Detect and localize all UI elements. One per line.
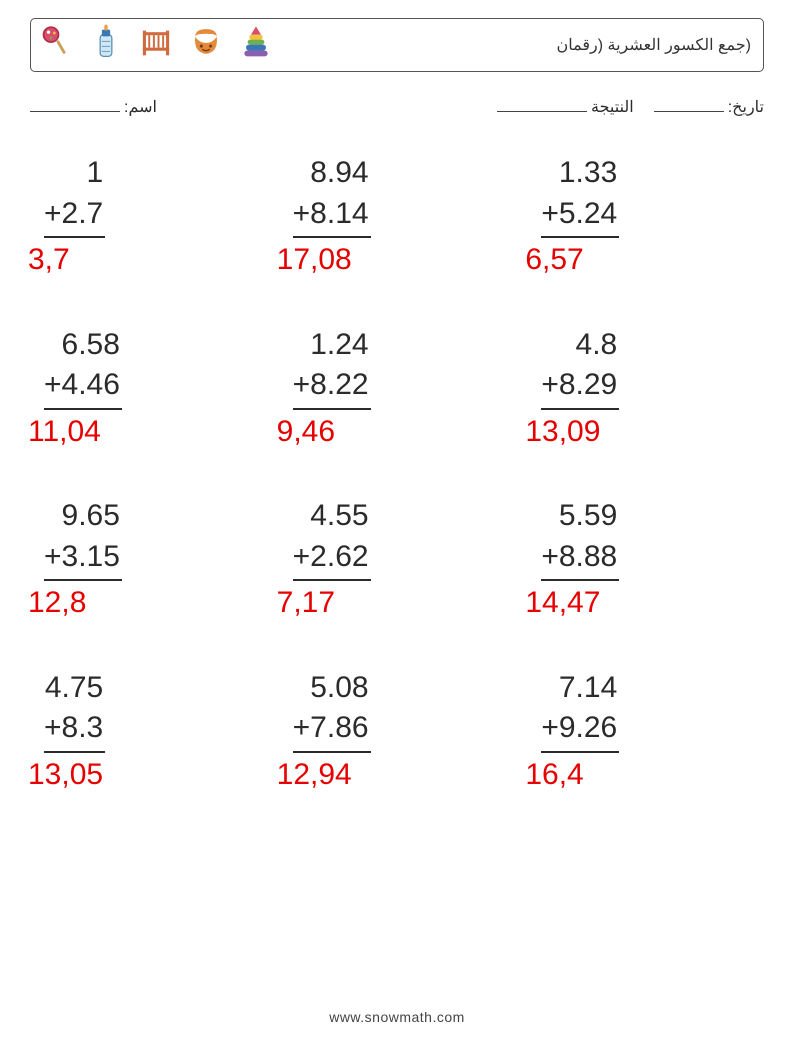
rule-line bbox=[293, 236, 371, 238]
operand-top: 4.55 bbox=[293, 496, 371, 537]
operand-bottom: +7.86 bbox=[293, 708, 371, 749]
problem: 5.08+7.8612,94 bbox=[293, 668, 502, 796]
problem: 9.65+3.1512,8 bbox=[44, 496, 253, 624]
problem: 6.58+4.4611,04 bbox=[44, 325, 253, 453]
operand-top: 4.8 bbox=[541, 325, 619, 366]
problem: 1+2.73,7 bbox=[44, 153, 253, 281]
rule-line bbox=[541, 408, 619, 410]
operand-top: 5.59 bbox=[541, 496, 619, 537]
operand-bottom: +8.3 bbox=[44, 708, 105, 749]
worksheet-title: (جمع الكسور العشرية (رقمان bbox=[557, 35, 752, 55]
rule-line bbox=[541, 579, 619, 581]
operand-top: 4.75 bbox=[44, 668, 105, 709]
answer: 14,47 bbox=[525, 583, 600, 624]
answer: 12,94 bbox=[277, 755, 352, 796]
answer: 6,57 bbox=[525, 240, 583, 281]
score-blank[interactable] bbox=[497, 96, 587, 112]
name-blank[interactable] bbox=[30, 96, 120, 112]
operand-bottom: +5.24 bbox=[541, 194, 619, 235]
answer: 7,17 bbox=[277, 583, 335, 624]
date-blank[interactable] bbox=[654, 96, 724, 112]
rule-line bbox=[44, 751, 105, 753]
problem: 4.55+2.627,17 bbox=[293, 496, 502, 624]
rule-line bbox=[293, 751, 371, 753]
operand-top: 5.08 bbox=[293, 668, 371, 709]
rule-line bbox=[293, 408, 371, 410]
answer: 11,04 bbox=[28, 412, 101, 453]
operand-bottom: +9.26 bbox=[541, 708, 619, 749]
operand-bottom: +8.88 bbox=[541, 537, 619, 578]
footer-url: www.snowmath.com bbox=[0, 1009, 794, 1025]
operand-bottom: +2.7 bbox=[44, 194, 105, 235]
problem: 5.59+8.8814,47 bbox=[541, 496, 750, 624]
problem: 4.75+8.313,05 bbox=[44, 668, 253, 796]
operand-top: 1.24 bbox=[293, 325, 371, 366]
operand-top: 6.58 bbox=[44, 325, 122, 366]
score-label: النتيجة bbox=[591, 97, 634, 117]
score-field: النتيجة bbox=[497, 96, 634, 117]
operand-top: 1 bbox=[44, 153, 105, 194]
operand-bottom: +2.62 bbox=[293, 537, 371, 578]
rule-line bbox=[541, 236, 619, 238]
answer: 17,08 bbox=[277, 240, 352, 281]
page: (جمع الكسور العشرية (رقمان تاريخ: النتيج… bbox=[0, 0, 794, 1053]
problems-grid: 1+2.73,7 8.94+8.1417,08 1.33+5.246,57 6.… bbox=[30, 153, 764, 795]
header: (جمع الكسور العشرية (رقمان bbox=[30, 18, 764, 72]
problem: 7.14+9.2616,4 bbox=[541, 668, 750, 796]
stacking-rings-icon bbox=[239, 23, 273, 68]
rule-line bbox=[44, 236, 105, 238]
problem: 1.33+5.246,57 bbox=[541, 153, 750, 281]
operand-top: 9.65 bbox=[44, 496, 122, 537]
operand-bottom: +3.15 bbox=[44, 537, 122, 578]
answer: 13,09 bbox=[525, 412, 600, 453]
problem: 4.8+8.2913,09 bbox=[541, 325, 750, 453]
operand-bottom: +4.46 bbox=[44, 365, 122, 406]
answer: 13,05 bbox=[28, 755, 103, 796]
rule-line bbox=[44, 579, 122, 581]
rattle-icon bbox=[39, 23, 73, 68]
rule-line bbox=[44, 408, 122, 410]
operand-bottom: +8.29 bbox=[541, 365, 619, 406]
operand-bottom: +8.22 bbox=[293, 365, 371, 406]
problem: 8.94+8.1417,08 bbox=[293, 153, 502, 281]
rule-line bbox=[293, 579, 371, 581]
operand-top: 1.33 bbox=[541, 153, 619, 194]
name-field: اسم: bbox=[30, 96, 157, 117]
rule-line bbox=[541, 751, 619, 753]
crib-icon bbox=[139, 23, 173, 68]
date-field: تاريخ: bbox=[654, 96, 764, 117]
operand-top: 8.94 bbox=[293, 153, 371, 194]
meta-left: اسم: bbox=[30, 96, 157, 117]
answer: 16,4 bbox=[525, 755, 583, 796]
meta-row: تاريخ: النتيجة اسم: bbox=[30, 96, 764, 117]
operand-top: 7.14 bbox=[541, 668, 619, 709]
bib-icon bbox=[189, 23, 223, 68]
answer: 12,8 bbox=[28, 583, 86, 624]
date-label: تاريخ: bbox=[728, 97, 764, 117]
header-icons bbox=[39, 23, 273, 68]
name-label: اسم: bbox=[124, 97, 157, 117]
answer: 3,7 bbox=[28, 240, 70, 281]
bottle-icon bbox=[89, 23, 123, 68]
answer: 9,46 bbox=[277, 412, 335, 453]
meta-right: تاريخ: النتيجة bbox=[497, 96, 764, 117]
problem: 1.24+8.229,46 bbox=[293, 325, 502, 453]
operand-bottom: +8.14 bbox=[293, 194, 371, 235]
